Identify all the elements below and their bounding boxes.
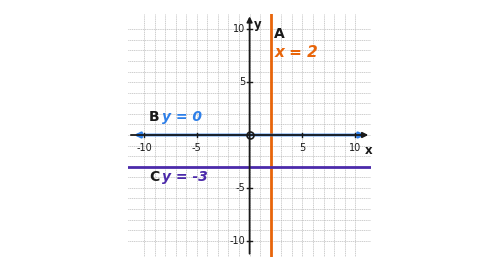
Text: 10: 10 xyxy=(349,143,361,153)
Text: A: A xyxy=(275,27,285,41)
Text: x = 2: x = 2 xyxy=(275,45,318,60)
Text: 5: 5 xyxy=(300,143,306,153)
Text: -10: -10 xyxy=(229,236,245,246)
Text: -5: -5 xyxy=(192,143,202,153)
Text: -5: -5 xyxy=(236,183,245,193)
Text: y: y xyxy=(254,18,262,31)
Text: y = -3: y = -3 xyxy=(162,170,208,184)
Text: 5: 5 xyxy=(239,77,245,87)
Text: x: x xyxy=(365,144,373,157)
Text: 10: 10 xyxy=(233,24,245,34)
Text: C: C xyxy=(149,170,159,184)
Text: -10: -10 xyxy=(136,143,152,153)
Text: B: B xyxy=(149,110,160,124)
Text: y = 0: y = 0 xyxy=(162,110,202,124)
